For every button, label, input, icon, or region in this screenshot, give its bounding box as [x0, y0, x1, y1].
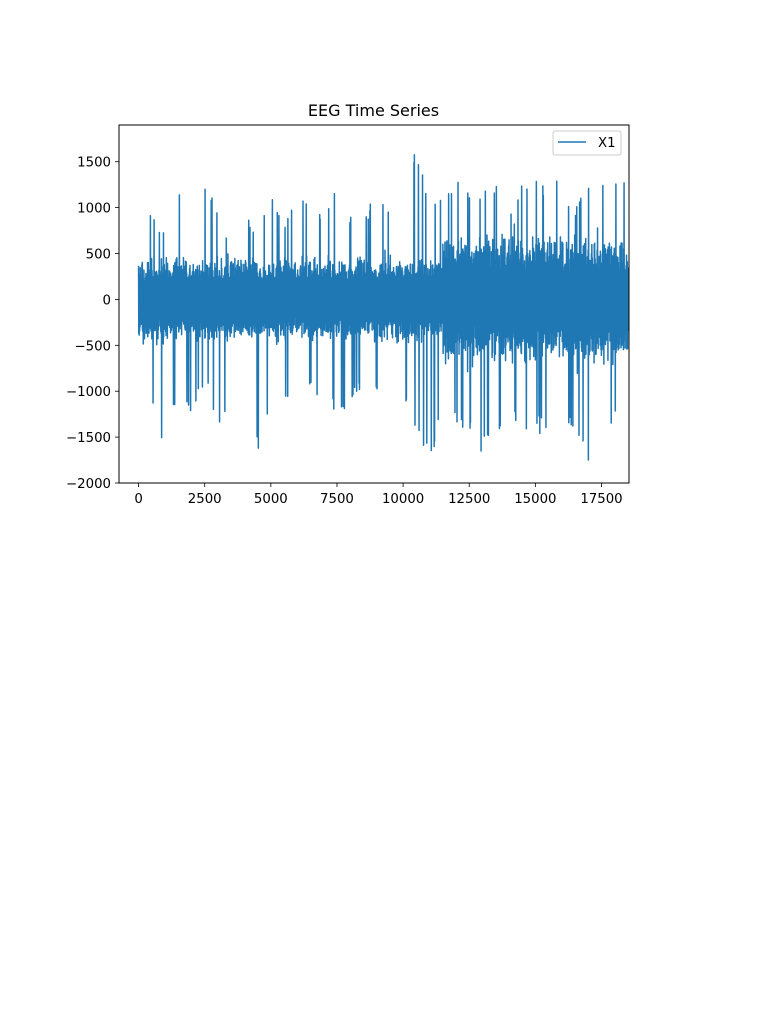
y-tick-label: −1000 — [66, 385, 111, 400]
legend-box — [552, 130, 622, 156]
chart-title: EEG Time Series — [308, 101, 439, 120]
x-axis: 0 2500 5000 7500 10000 12500 15000 17500 — [134, 483, 623, 507]
x-tick-label: 5000 — [254, 492, 288, 507]
legend-label-x1: X1 — [598, 136, 616, 151]
y-axis: −2000 −1500 −1000 −500 0 500 1000 1500 — [66, 156, 119, 492]
x-tick-label: 15000 — [514, 492, 556, 507]
x-tick-label: 7500 — [320, 492, 354, 507]
y-tick-label: −500 — [74, 339, 111, 354]
y-tick-label: 0 — [103, 293, 111, 308]
y-tick-label: 1000 — [77, 202, 111, 217]
series-line-x1 — [137, 154, 629, 461]
legend: X1 — [552, 130, 622, 156]
x-tick-label: 0 — [134, 492, 142, 507]
series-layer — [137, 154, 629, 461]
x-tick-label: 17500 — [580, 492, 622, 507]
plot-frame — [118, 124, 630, 484]
x-tick-label: 2500 — [188, 492, 222, 507]
x-tick-label: 12500 — [448, 492, 490, 507]
x-tick-label: 10000 — [382, 492, 424, 507]
y-tick-label: 500 — [86, 248, 111, 263]
y-tick-label: −1500 — [66, 431, 111, 446]
y-tick-label: −2000 — [66, 477, 111, 492]
y-tick-label: 1500 — [77, 156, 111, 171]
